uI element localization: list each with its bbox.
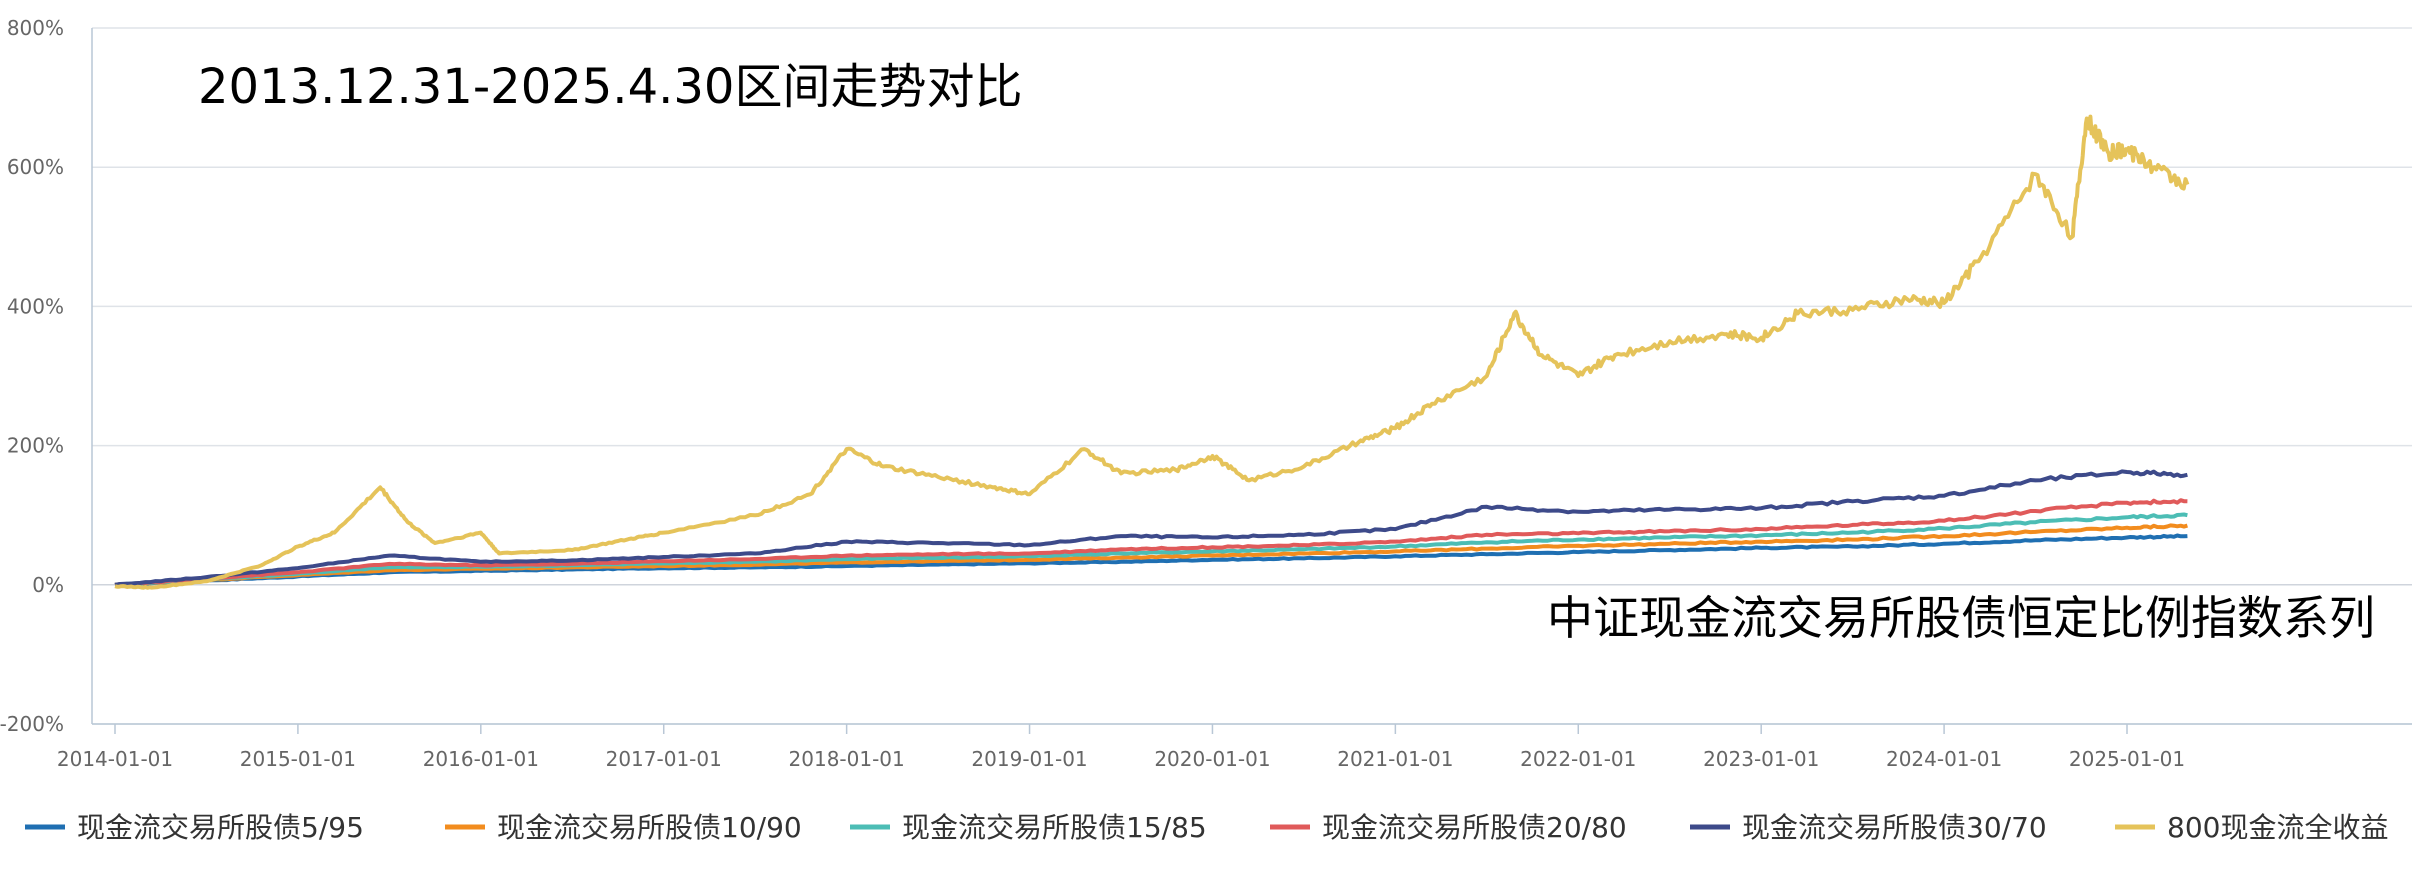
x-tick-label: 2022-01-01 <box>1520 747 1636 771</box>
x-tick-label: 2017-01-01 <box>606 747 722 771</box>
x-tick-label: 2025-01-01 <box>2069 747 2185 771</box>
axes <box>91 28 2412 725</box>
series-lines <box>114 114 2190 590</box>
legend-label: 现金流交易所股债10/90 <box>497 811 802 844</box>
y-tick-label: -200% <box>0 712 64 736</box>
series-line <box>114 498 2188 587</box>
x-tick-label: 2018-01-01 <box>789 747 905 771</box>
x-tick-label: 2024-01-01 <box>1886 747 2002 771</box>
chart-subtitle: 中证现金流交易所股债恒定比例指数系列 <box>1547 591 2375 645</box>
y-tick-label: 800% <box>7 16 64 40</box>
series-line <box>114 533 2188 587</box>
x-tick-label: 2023-01-01 <box>1703 747 1819 771</box>
y-axis-ticks: 800% 600% 400% 200% 0% -200% <box>0 16 64 736</box>
y-tick-label: 200% <box>7 434 64 458</box>
chart-title: 2013.12.31-2025.4.30区间走势对比 <box>198 59 1022 115</box>
x-tick-label: 2020-01-01 <box>1154 747 1270 771</box>
x-tick-label: 2016-01-01 <box>423 747 539 771</box>
legend-label: 现金流交易所股债20/80 <box>1322 811 1627 844</box>
y-tick-label: 0% <box>32 573 64 597</box>
y-tick-label: 400% <box>7 294 64 318</box>
x-axis-ticks: 2014-01-01 2015-01-01 2016-01-01 2017-01-01… <box>57 724 2185 771</box>
series-line <box>114 469 2188 587</box>
y-tick-label: 600% <box>7 155 64 179</box>
legend-label: 800现金流全收益 <box>2167 811 2388 844</box>
x-tick-label: 2014-01-01 <box>57 747 173 771</box>
x-tick-label: 2021-01-01 <box>1337 747 1453 771</box>
series-line <box>114 114 2190 590</box>
x-tick-label: 2015-01-01 <box>240 747 356 771</box>
series-line <box>114 523 2188 587</box>
legend-label: 现金流交易所股债30/70 <box>1742 811 2047 844</box>
legend: 现金流交易所股债5/95 现金流交易所股债10/90 现金流交易所股债15/85 现金… <box>25 811 2388 844</box>
legend-label: 现金流交易所股债5/95 <box>77 811 364 844</box>
x-tick-label: 2019-01-01 <box>971 747 1087 771</box>
legend-label: 现金流交易所股债15/85 <box>902 811 1207 844</box>
